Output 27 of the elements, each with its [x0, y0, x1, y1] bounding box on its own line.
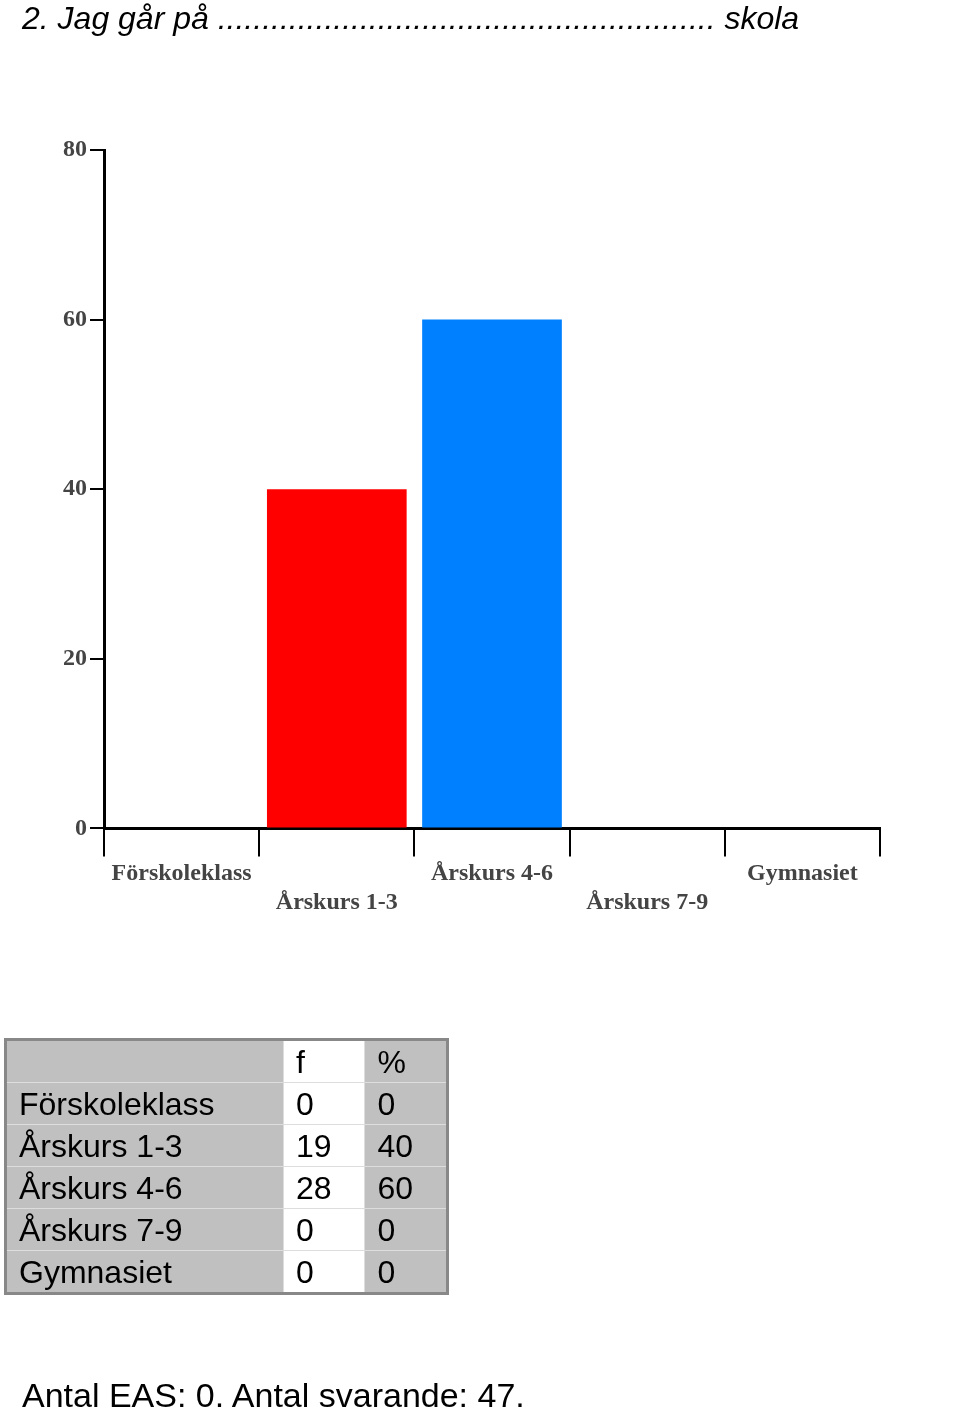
text: 0 — [283, 1208, 365, 1251]
text: 19 — [283, 1124, 365, 1167]
y-tick-label: 80 — [63, 135, 87, 162]
text: 0 — [364, 1250, 448, 1294]
category-label: Årskurs 4-6 — [19, 1169, 183, 1206]
category-label: Förskoleklass — [19, 1085, 215, 1122]
chart-title: 2. Jag går på ........................................................ skola — [22, 0, 800, 37]
text: 60 — [364, 1166, 448, 1209]
text: 0 — [364, 1082, 448, 1125]
text: Antal EAS: 0. Antal svarande: 47. — [22, 1376, 525, 1415]
text: f — [283, 1039, 365, 1083]
text: % — [364, 1039, 448, 1083]
text: 28 — [283, 1166, 365, 1209]
x-tick-label: Årskurs 4-6 — [430, 859, 554, 885]
y-tick-label: 0 — [75, 813, 87, 840]
x-tick-label: Förskoleklass — [111, 859, 252, 885]
category-label: Årskurs 1-3 — [19, 1127, 183, 1164]
x-tick-label: Gymnasiet — [747, 859, 858, 885]
text: 0 — [364, 1208, 448, 1251]
y-tick-label: 20 — [63, 644, 87, 670]
category-label: Årskurs 7-9 — [19, 1211, 183, 1248]
category-label: Gymnasiet — [19, 1253, 172, 1290]
y-tick-label: 40 — [63, 474, 87, 501]
y-tick-label: 60 — [63, 304, 87, 331]
text: 0 — [283, 1082, 365, 1125]
text: 40 — [364, 1124, 448, 1167]
text: 0 — [283, 1250, 365, 1294]
